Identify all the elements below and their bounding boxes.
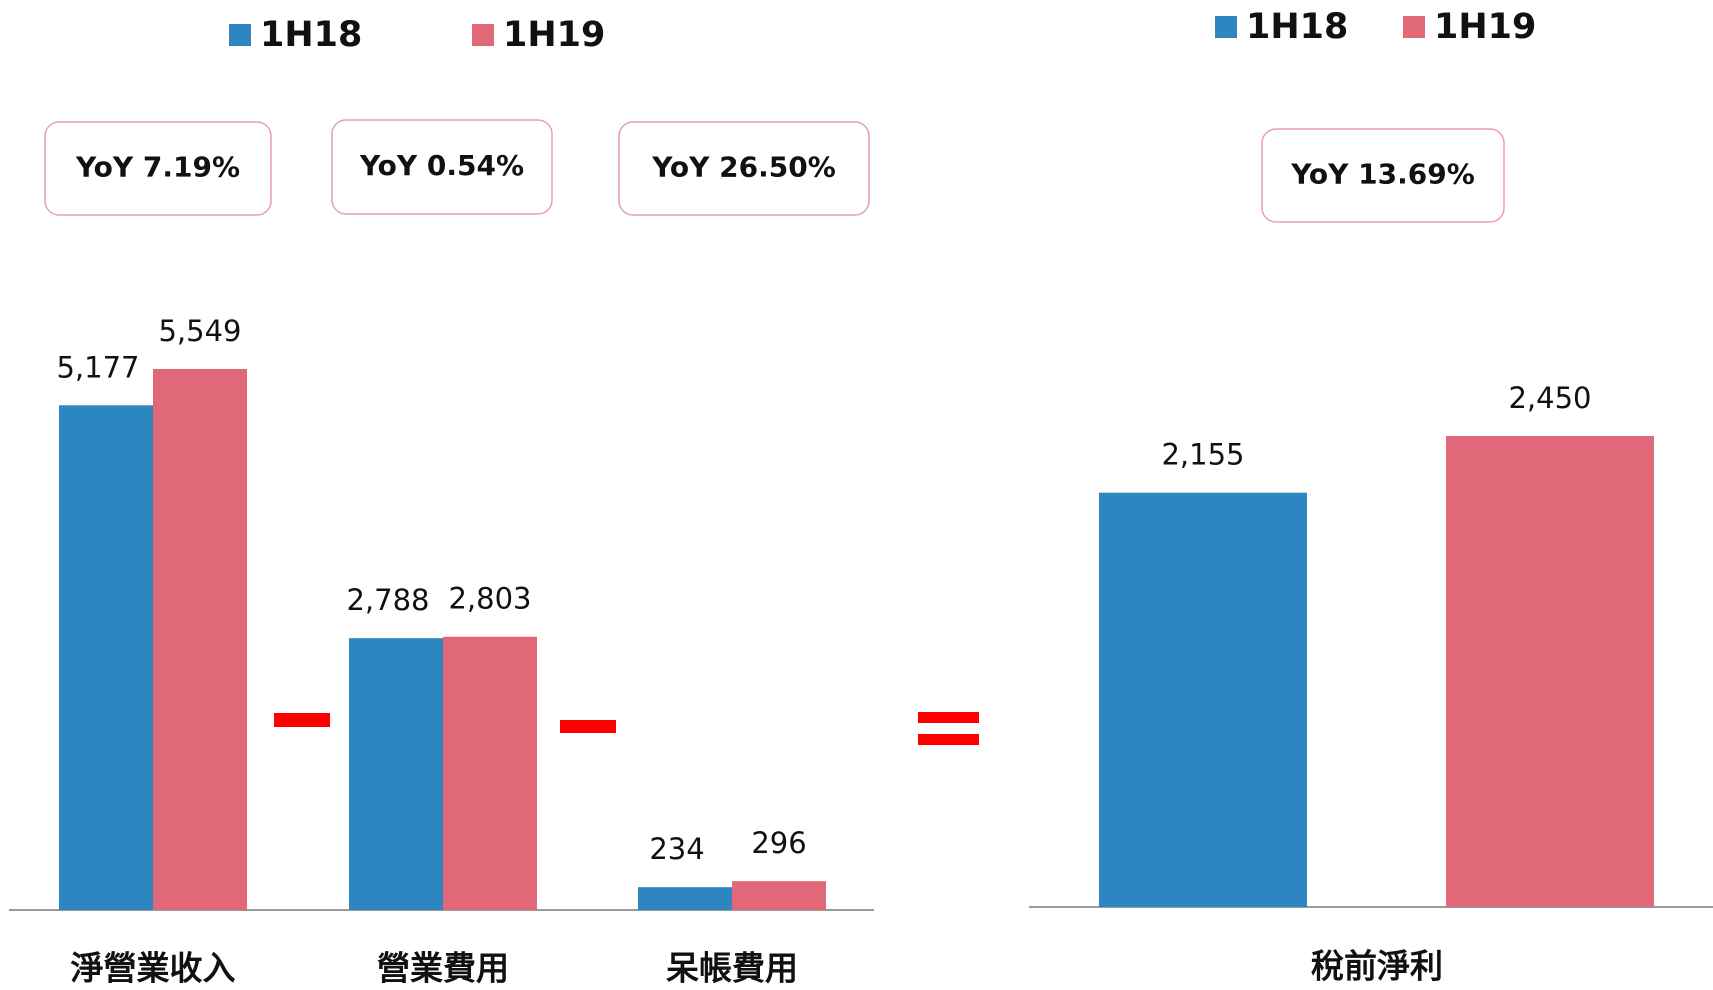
bar: [1099, 492, 1307, 907]
value-label: 5,177: [56, 350, 139, 384]
annotation: YoY 0.54%: [359, 149, 524, 182]
value-label: 296: [751, 826, 806, 860]
legend-swatch: [472, 24, 494, 46]
legend-label: 1H18: [1246, 7, 1348, 47]
legend-swatch: [229, 24, 251, 46]
annotation-box: [1261, 128, 1505, 223]
bar: [59, 405, 153, 910]
value-label: 2,788: [346, 583, 429, 617]
legend-label: 1H19: [1434, 7, 1536, 47]
category-label: 營業費用: [377, 949, 509, 988]
annotation-box: [618, 121, 870, 216]
equals-sign: [918, 734, 979, 745]
bar: [443, 636, 537, 910]
minus-sign: [560, 720, 616, 733]
annotation-box: [331, 119, 553, 215]
category-label: 稅前淨利: [1311, 947, 1443, 986]
annotation: YoY 7.19%: [75, 151, 240, 184]
category-label: 淨營業收入: [71, 949, 236, 988]
value-label: 2,450: [1508, 381, 1591, 415]
legend-swatch: [1403, 16, 1425, 38]
bar: [638, 887, 732, 910]
bar: [1446, 436, 1654, 907]
value-label: 5,549: [158, 314, 241, 348]
equals-sign: [918, 712, 979, 723]
annotation: YoY 26.50%: [651, 151, 836, 184]
value-label: 2,803: [448, 582, 531, 616]
annotation-box: [44, 121, 272, 216]
category-label: 呆帳費用: [666, 949, 798, 988]
value-label: 2,155: [1161, 438, 1244, 472]
minus-sign: [274, 713, 330, 727]
bar: [153, 369, 247, 910]
bar: [349, 638, 443, 910]
annotation: YoY 13.69%: [1290, 158, 1475, 191]
value-label: 234: [649, 832, 704, 866]
legend-swatch: [1215, 16, 1237, 38]
bar: [732, 881, 826, 910]
legend-label: 1H19: [503, 15, 605, 55]
legend-label: 1H18: [260, 15, 362, 55]
